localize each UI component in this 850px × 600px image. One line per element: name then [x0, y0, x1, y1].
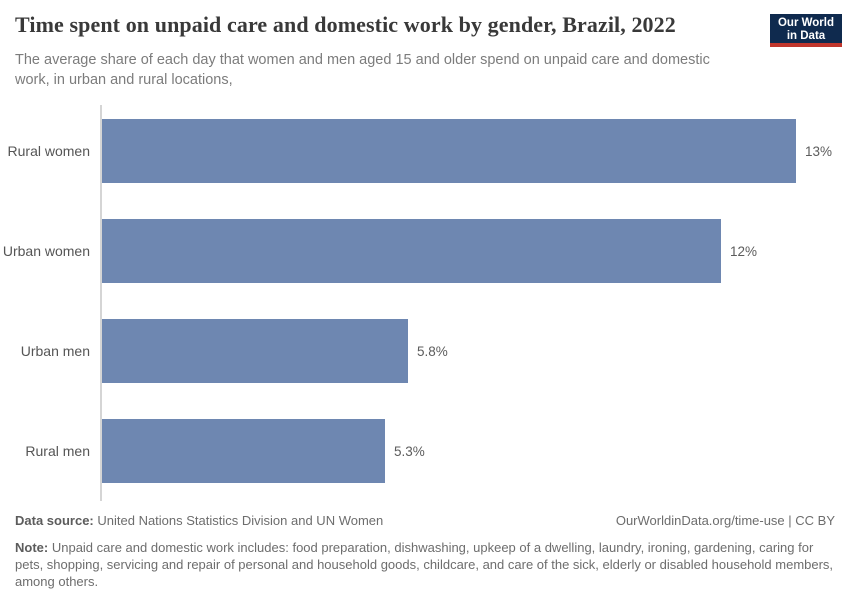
note-label: Note:	[15, 540, 49, 555]
owid-logo: Our World in Data	[770, 14, 842, 47]
data-source: Data source: United Nations Statistics D…	[15, 512, 383, 530]
bar[interactable]	[102, 219, 721, 283]
y-axis-line	[100, 105, 102, 501]
bar-row: Rural women 13%	[0, 101, 850, 201]
data-source-text: United Nations Statistics Division and U…	[97, 513, 384, 528]
bar[interactable]	[102, 119, 796, 183]
bar[interactable]	[102, 319, 408, 383]
note-text: Unpaid care and domestic work includes: …	[15, 540, 834, 589]
bar-row: Urban women 12%	[0, 201, 850, 301]
category-label: Urban women	[2, 243, 90, 259]
owid-logo-line1: Our World	[777, 17, 834, 29]
chart-footer: Data source: United Nations Statistics D…	[15, 512, 835, 590]
value-label: 13%	[805, 143, 833, 159]
category-label: Rural women	[7, 143, 90, 159]
value-label: 5.3%	[394, 443, 425, 459]
category-label: Urban men	[20, 343, 90, 359]
bar-chart: Rural women 13% Urban women 12% Urban men 5.8…	[0, 101, 850, 501]
owid-link[interactable]: OurWorldinData.org/time-use | CC BY	[615, 513, 835, 528]
owid-logo-line2: in Data	[786, 30, 826, 42]
bar[interactable]	[102, 419, 385, 483]
bar-row: Urban men 5.8%	[0, 301, 850, 401]
page-title: Time spent on unpaid care and domestic w…	[15, 12, 676, 37]
chart-subtitle: The average share of each day that women…	[15, 52, 710, 88]
value-label: 12%	[730, 243, 758, 259]
bar-row: Rural men 5.3%	[0, 401, 850, 501]
value-label: 5.8%	[417, 343, 448, 359]
category-label: Rural men	[25, 443, 90, 459]
chart-note: Note: Unpaid care and domestic work incl…	[15, 539, 835, 590]
data-source-label: Data source:	[15, 513, 94, 528]
